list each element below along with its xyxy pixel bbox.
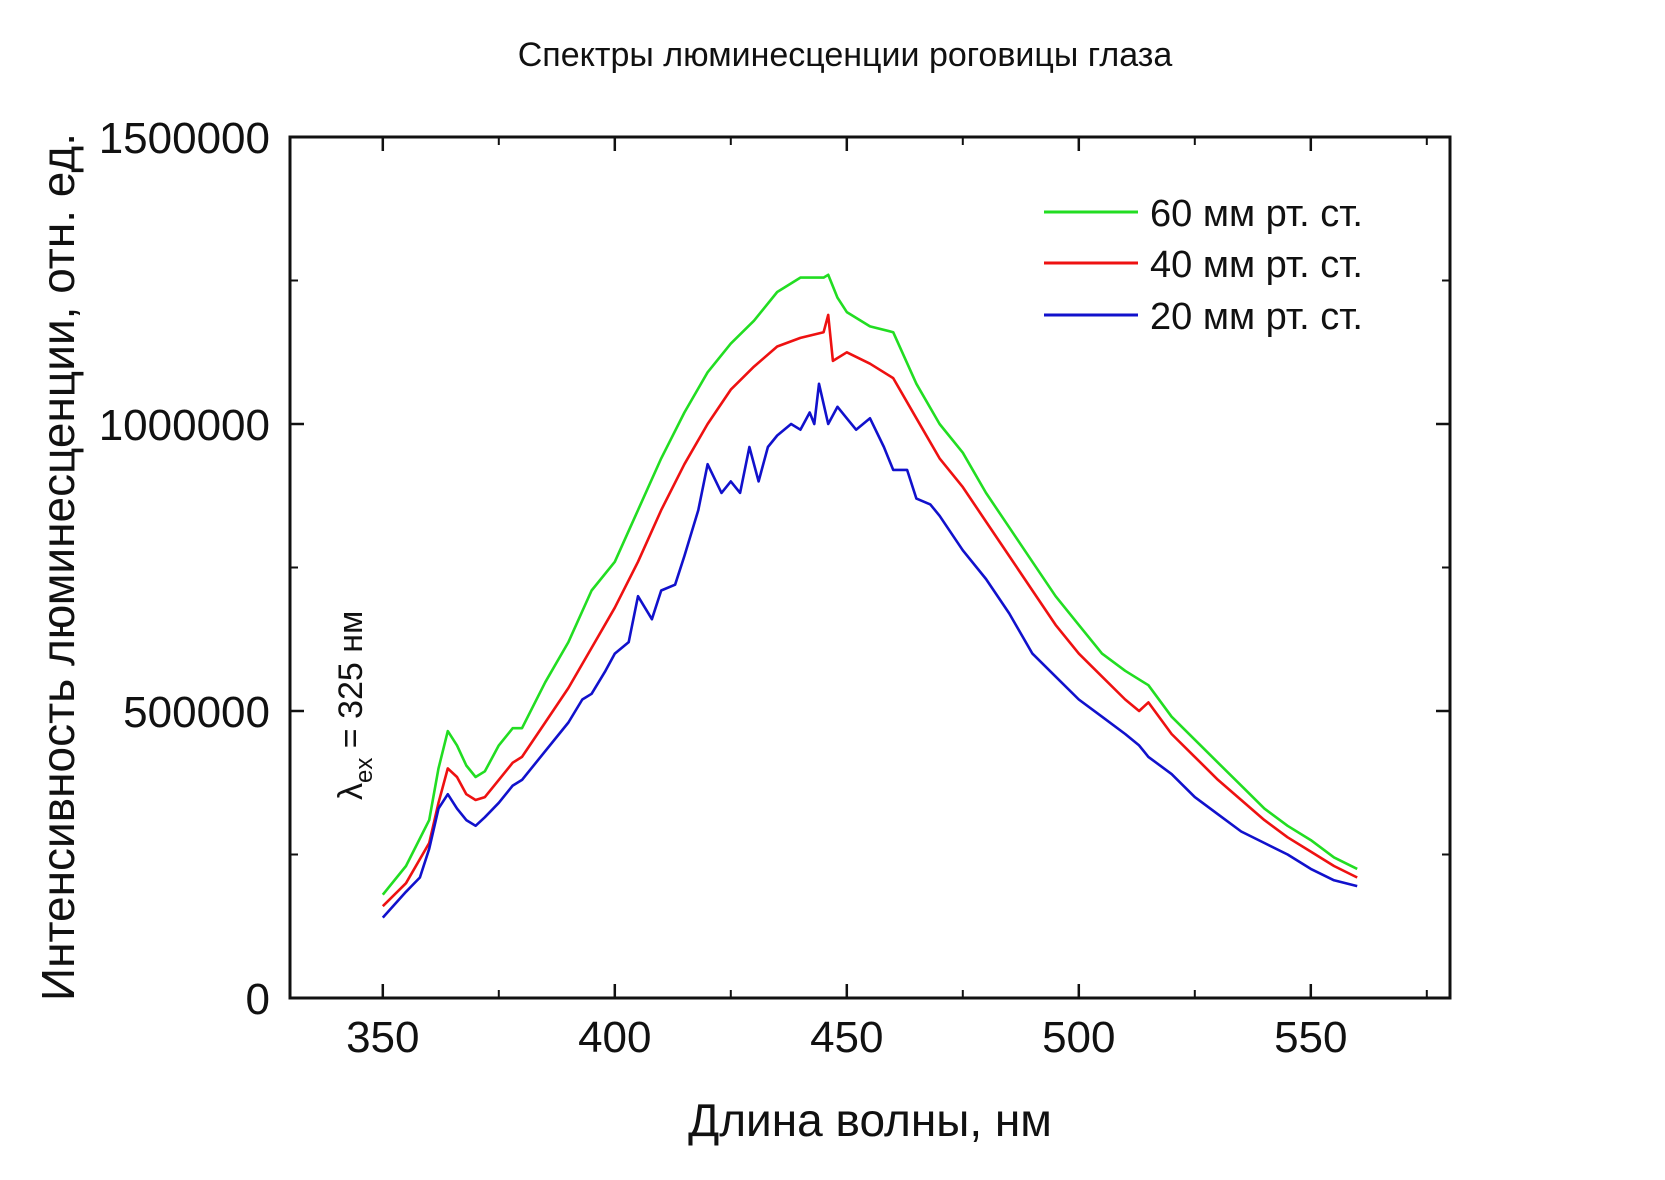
x-tick-label: 450 — [810, 1013, 883, 1062]
series-line-20 — [381, 382, 1358, 919]
y-tick-label: 500000 — [123, 688, 270, 737]
y-axis-title: Интенсивность люминесценции, отн. ед. — [32, 133, 84, 1001]
legend-label-60: 60 мм рт. ст. — [1150, 193, 1363, 235]
legend-label-40: 40 мм рт. ст. — [1150, 244, 1363, 286]
y-tick-label: 1500000 — [99, 114, 270, 163]
legend-label-20: 20 мм рт. ст. — [1150, 296, 1363, 338]
x-tick-label: 350 — [346, 1013, 419, 1062]
excitation-wavelength-annotation: λex = 325 нм — [332, 611, 378, 800]
series-line-60 — [381, 273, 1358, 896]
lambda-subscript: ex — [351, 758, 378, 783]
series-line-40 — [381, 313, 1358, 908]
lambda-symbol: λ — [332, 783, 370, 800]
x-tick-label: 550 — [1274, 1013, 1347, 1062]
x-tick-label: 500 — [1042, 1013, 1115, 1062]
y-tick-label: 0 — [246, 975, 270, 1024]
chart-title: Спектры люминесценции роговицы глаза — [518, 36, 1173, 74]
y-tick-label: 1000000 — [99, 401, 270, 450]
lambda-value: = 325 нм — [332, 611, 370, 758]
x-axis-title: Длина волны, нм — [688, 1094, 1052, 1146]
legend: 60 мм рт. ст. 40 мм рт. ст. 20 мм рт. ст… — [1044, 193, 1363, 338]
axis-ticks — [290, 135, 1450, 1000]
x-tick-labels: 350 400 450 500 550 — [346, 1013, 1347, 1062]
x-tick-label: 400 — [578, 1013, 651, 1062]
y-tick-labels: 0 500000 1000000 1500000 — [99, 114, 270, 1024]
series-lines — [381, 273, 1358, 919]
